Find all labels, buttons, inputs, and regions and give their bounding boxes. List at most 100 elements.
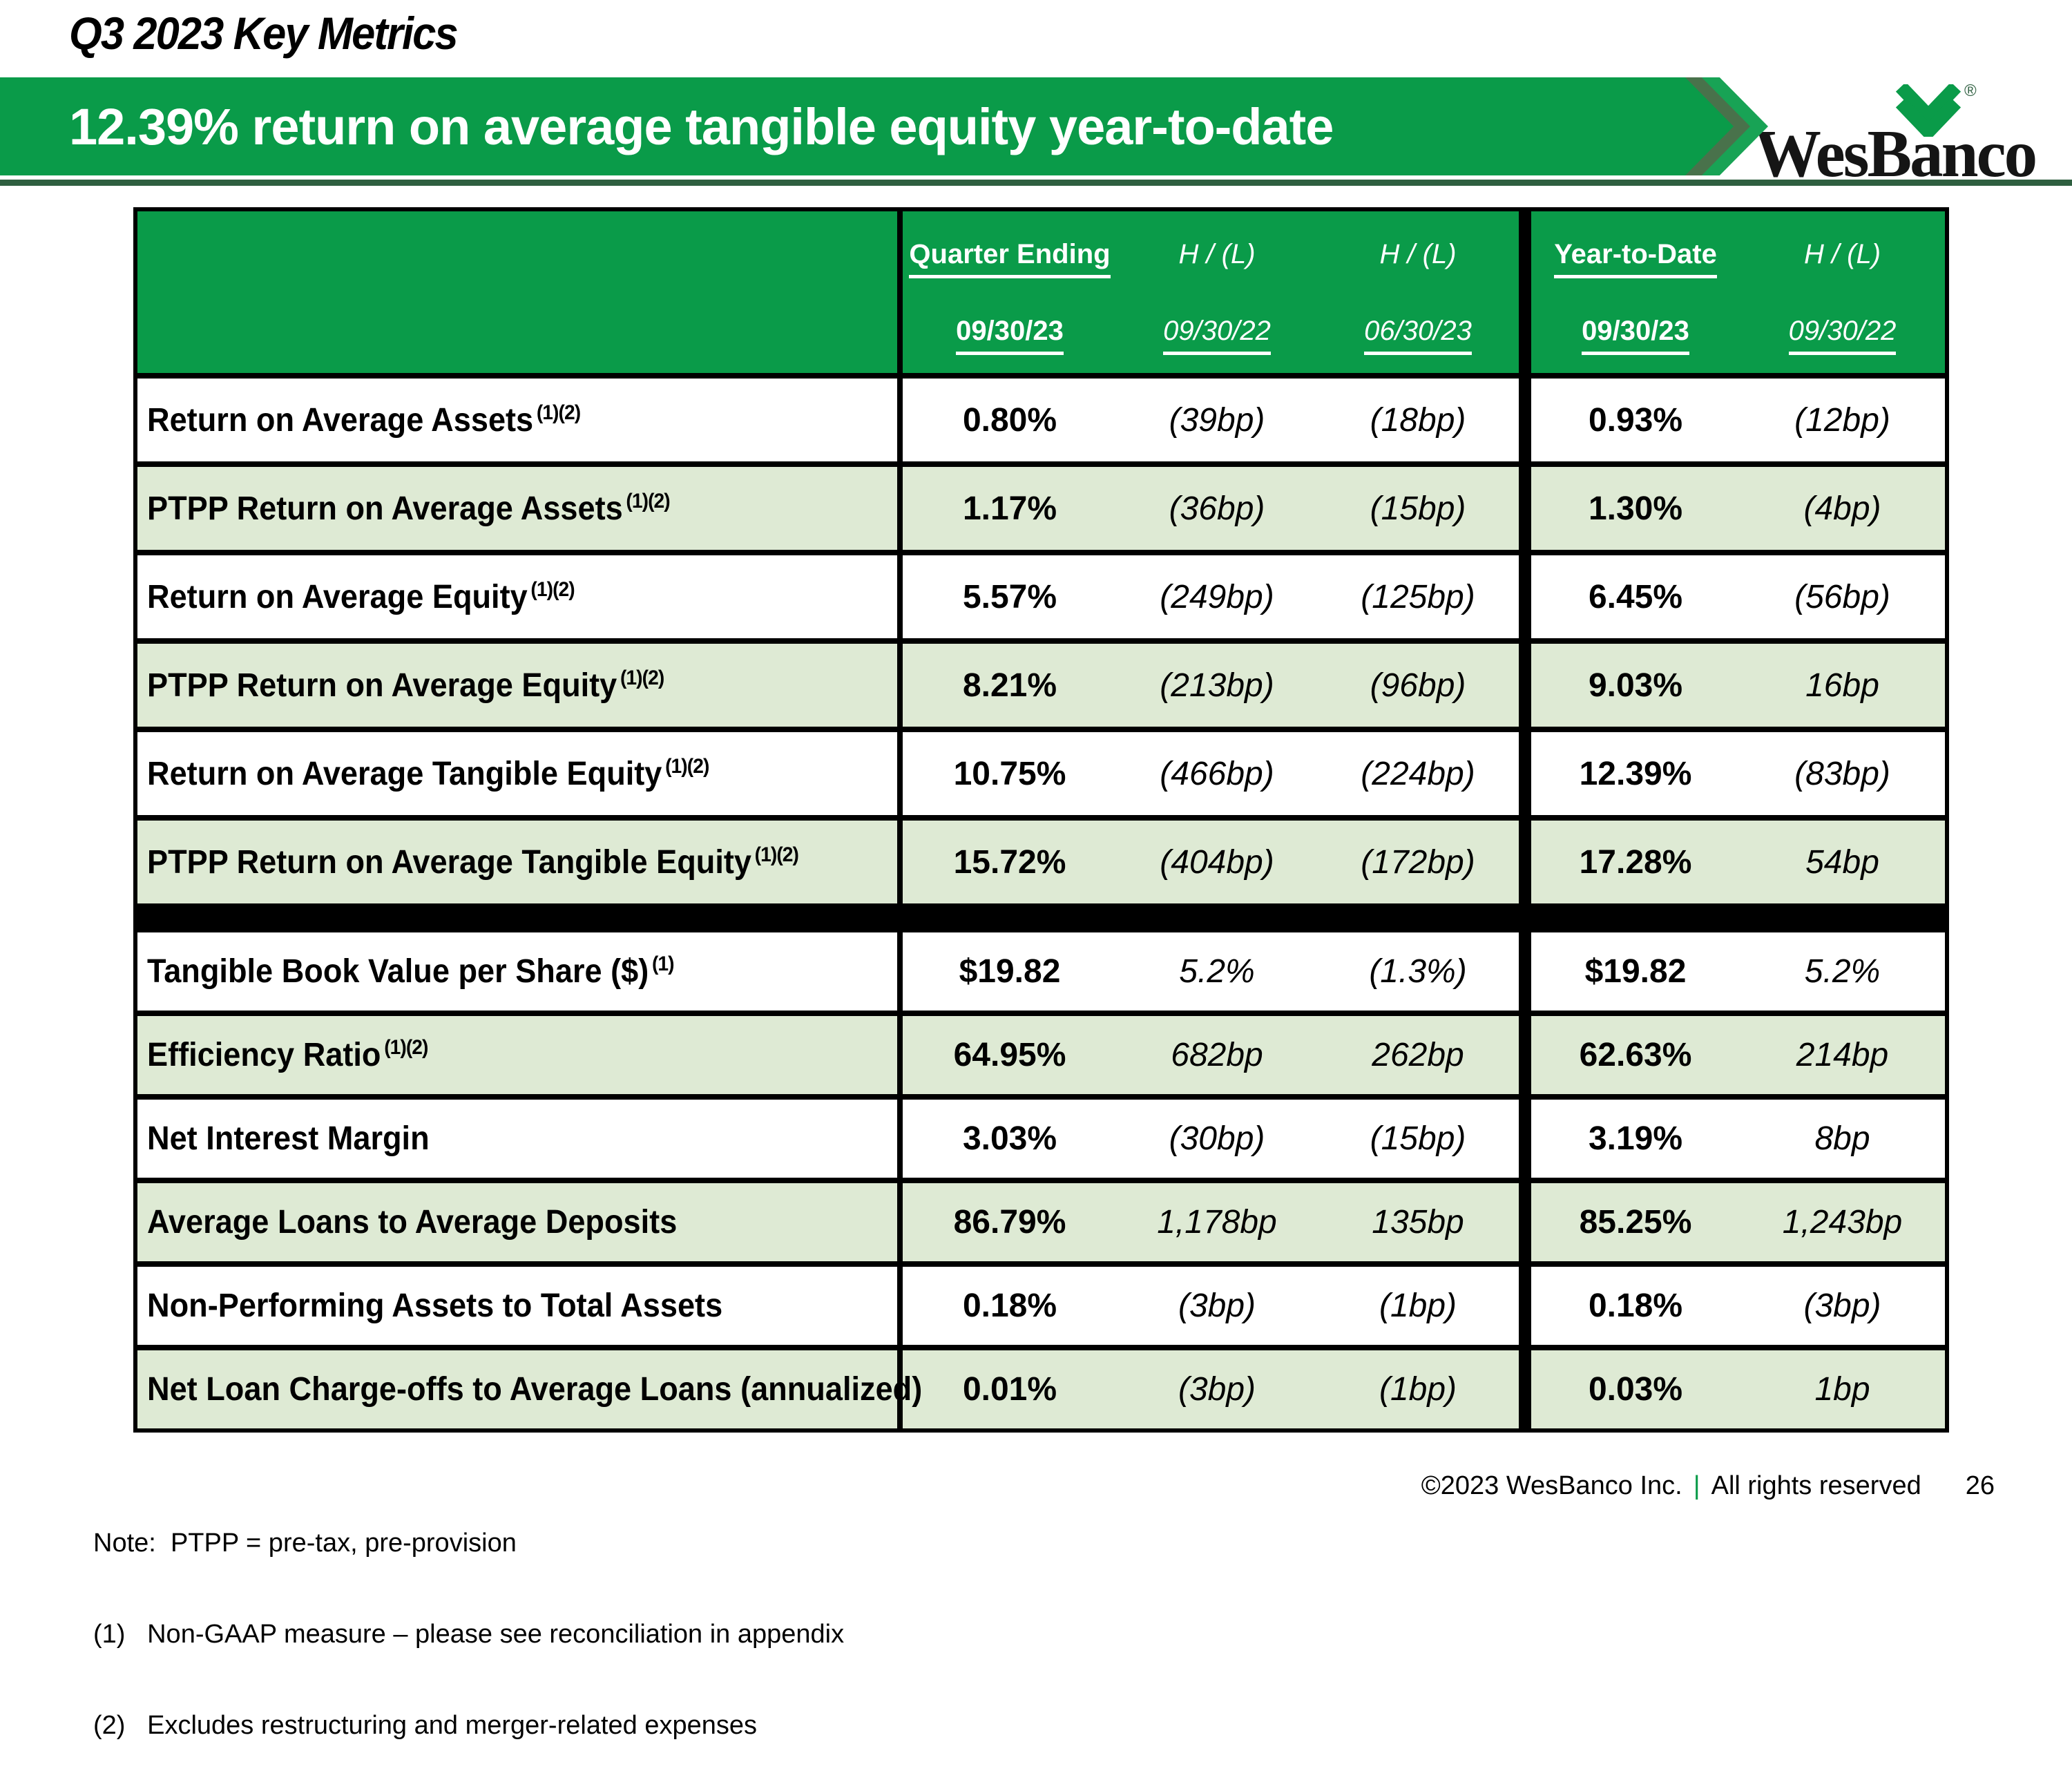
- metric-value: 0.01%: [962, 1371, 1057, 1408]
- banner-headline: 12.39% return on average tangible equity…: [69, 97, 1334, 155]
- metric-value: (30bp): [1169, 1120, 1265, 1157]
- footnote-superscript: (1)(2): [620, 666, 664, 689]
- footnote-2: (2) Excludes restructuring and merger-re…: [93, 1711, 758, 1740]
- table-row: Return on Average Tangible Equity (1)(2) 1…: [137, 727, 1945, 815]
- headline-banner: 12.39% return on average tangible equity…: [0, 77, 1796, 175]
- header-col-year-to-date: Year-to-Date 09/30/23: [1531, 211, 1740, 373]
- rights-text: All rights reserved: [1711, 1471, 1921, 1500]
- table-row: PTPP Return on Average Tangible Equity (1…: [137, 815, 1945, 903]
- section-divider: [1519, 644, 1531, 727]
- section-divider: [1519, 1016, 1531, 1094]
- metric-value: 16bp: [1805, 667, 1879, 704]
- metric-value: (4bp): [1803, 490, 1881, 527]
- section-divider: [1519, 1350, 1531, 1428]
- table-row: PTPP Return on Average Equity (1)(2) 8.21%…: [137, 638, 1945, 727]
- section-divider: [1519, 732, 1531, 815]
- metric-value: (224bp): [1361, 755, 1475, 792]
- metric-value: (1bp): [1379, 1287, 1457, 1324]
- metric-label: PTPP Return on Average Tangible Equity (1…: [137, 821, 903, 903]
- metric-label: Tangible Book Value per Share ($) (1): [137, 932, 903, 1011]
- metric-label: Net Interest Margin: [137, 1100, 903, 1178]
- metric-value: (3bp): [1178, 1371, 1256, 1408]
- metric-value: 0.18%: [962, 1287, 1057, 1324]
- metric-value: (1bp): [1379, 1371, 1457, 1408]
- section-divider: [1519, 821, 1531, 903]
- metric-value: (56bp): [1794, 578, 1890, 615]
- metric-label: Return on Average Tangible Equity (1)(2): [137, 732, 903, 815]
- metric-value: (404bp): [1160, 843, 1274, 881]
- key-metrics-table: Quarter Ending 09/30/23 H / (L) 09/30/22…: [133, 207, 1949, 1433]
- header-col-hl-ytd: H / (L) 09/30/22: [1740, 211, 1945, 373]
- footnote-1: (1) Non-GAAP measure – please see reconc…: [93, 1620, 845, 1649]
- metric-value: (172bp): [1361, 843, 1475, 881]
- metric-value: 1bp: [1814, 1371, 1870, 1408]
- metric-value: (12bp): [1794, 401, 1890, 439]
- footnote-superscript: (1)(2): [536, 401, 581, 424]
- metric-label: Net Loan Charge-offs to Average Loans (a…: [137, 1350, 922, 1428]
- metric-value: $19.82: [959, 953, 1061, 990]
- metric-label: Non-Performing Assets to Total Assets: [137, 1267, 903, 1345]
- table-header: Quarter Ending 09/30/23 H / (L) 09/30/22…: [137, 211, 1945, 373]
- footnote-superscript: (1)(2): [665, 754, 709, 778]
- section-divider: [1519, 555, 1531, 638]
- metric-value: 17.28%: [1579, 843, 1692, 881]
- metric-value: 64.95%: [953, 1037, 1066, 1073]
- metric-value: (1.3%): [1369, 953, 1467, 990]
- metric-value: 5.57%: [962, 578, 1057, 615]
- metric-value: (3bp): [1803, 1287, 1881, 1324]
- header-col-quarter-ending: Quarter Ending 09/30/23: [903, 211, 1117, 373]
- metric-value: 54bp: [1805, 843, 1879, 881]
- metric-value: 5.2%: [1804, 953, 1881, 990]
- metric-value: (15bp): [1370, 1120, 1466, 1157]
- metric-label: PTPP Return on Average Equity (1)(2): [137, 644, 903, 727]
- metric-value: 682bp: [1171, 1037, 1263, 1073]
- registered-trademark-symbol: ®: [1964, 82, 1977, 100]
- section-separator-band: [137, 903, 1945, 927]
- table-row: Efficiency Ratio (1)(2) 64.95% 682bp 262bp 62…: [137, 1011, 1945, 1094]
- metric-value: 1.30%: [1588, 490, 1683, 527]
- section-divider: [1519, 467, 1531, 550]
- metric-label: PTPP Return on Average Assets (1)(2): [137, 467, 903, 550]
- metric-value: (39bp): [1169, 401, 1265, 439]
- footnote-superscript: (1): [651, 952, 675, 975]
- metric-value: 135bp: [1372, 1204, 1464, 1241]
- metric-value: 8bp: [1814, 1120, 1870, 1157]
- header-section-divider: [1519, 211, 1531, 373]
- wesbanco-w-icon: [1895, 84, 1961, 137]
- page-number: 26: [1965, 1471, 1995, 1500]
- metric-value: 3.03%: [962, 1120, 1057, 1157]
- banner-underline-rule: [0, 180, 2072, 186]
- metric-value: 0.80%: [962, 401, 1057, 439]
- table-row: Return on Average Equity (1)(2) 5.57% (249b…: [137, 550, 1945, 638]
- metric-label: Efficiency Ratio (1)(2): [137, 1016, 903, 1094]
- metric-value: 3.19%: [1588, 1120, 1683, 1157]
- metric-value: (213bp): [1160, 667, 1274, 704]
- metric-label: Return on Average Equity (1)(2): [137, 555, 903, 638]
- metric-value: 8.21%: [962, 667, 1057, 704]
- footnote-note: Note: PTPP = pre-tax, pre-provision: [93, 1529, 517, 1558]
- metric-value: 5.2%: [1179, 953, 1255, 990]
- page-title: Q3 2023 Key Metrics: [69, 8, 459, 59]
- metric-value: 6.45%: [1588, 578, 1683, 615]
- metric-value: (15bp): [1370, 490, 1466, 527]
- header-col-hl-prior-year: H / (L) 09/30/22: [1117, 211, 1317, 373]
- metric-value: (466bp): [1160, 755, 1274, 792]
- footnote-superscript: (1)(2): [530, 577, 575, 601]
- table-row: Non-Performing Assets to Total Assets 0.1…: [137, 1261, 1945, 1345]
- metric-value: 214bp: [1796, 1037, 1889, 1073]
- header-corner-cell: [137, 211, 903, 373]
- table-row: PTPP Return on Average Assets (1)(2) 1.17%…: [137, 461, 1945, 550]
- section-divider: [1519, 1267, 1531, 1345]
- section-divider: [1519, 1100, 1531, 1178]
- metric-value: 12.39%: [1579, 755, 1692, 792]
- metric-label: Average Loans to Average Deposits: [137, 1183, 903, 1261]
- metric-value: $19.82: [1584, 953, 1687, 990]
- wesbanco-logo: ® WesBanco: [1754, 80, 2044, 187]
- header-col-hl-prior-quarter: H / (L) 06/30/23: [1317, 211, 1519, 373]
- copyright-text: ©2023 WesBanco Inc.: [1421, 1471, 1682, 1500]
- metric-value: (36bp): [1169, 490, 1265, 527]
- metric-value: 1,243bp: [1782, 1204, 1903, 1241]
- metric-value: 9.03%: [1588, 667, 1683, 704]
- footnote-superscript: (1)(2): [754, 843, 799, 866]
- table-body: Return on Average Assets (1)(2) 0.80% (39bp…: [137, 373, 1945, 1428]
